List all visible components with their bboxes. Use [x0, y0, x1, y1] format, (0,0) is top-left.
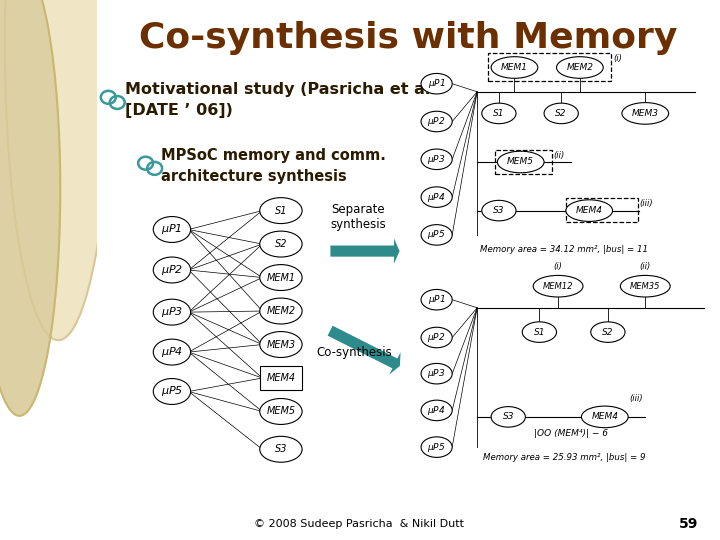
Text: Memory area = 34.12 mm², |bus| = 11: Memory area = 34.12 mm², |bus| = 11 — [480, 245, 648, 254]
Text: (i): (i) — [554, 262, 562, 271]
Ellipse shape — [421, 363, 452, 384]
Text: (ii): (ii) — [554, 151, 565, 160]
Text: Separate
synthesis: Separate synthesis — [330, 202, 387, 231]
Text: Co-synthesis with Memory: Co-synthesis with Memory — [140, 21, 678, 55]
Ellipse shape — [260, 436, 302, 462]
Text: $\mu$P1: $\mu$P1 — [161, 222, 183, 237]
Ellipse shape — [544, 103, 578, 124]
Ellipse shape — [421, 400, 452, 421]
Ellipse shape — [491, 57, 538, 78]
Text: S1: S1 — [274, 206, 287, 215]
Text: S3: S3 — [493, 206, 505, 215]
Text: S1: S1 — [493, 109, 505, 118]
Text: Co-synthesis: Co-synthesis — [316, 346, 392, 359]
Ellipse shape — [621, 275, 670, 297]
Ellipse shape — [260, 198, 302, 224]
Text: MPSoC memory and comm.
architecture synthesis: MPSoC memory and comm. architecture synt… — [161, 148, 386, 184]
Ellipse shape — [566, 200, 613, 221]
Text: $\mu$P2: $\mu$P2 — [161, 263, 183, 277]
Circle shape — [0, 0, 60, 416]
Ellipse shape — [153, 257, 191, 283]
Ellipse shape — [260, 332, 302, 357]
Text: (i): (i) — [613, 54, 622, 63]
Text: Motivational study (Pasricha et al.
[DATE ’ 06]): Motivational study (Pasricha et al. [DAT… — [125, 82, 437, 118]
Text: $\mu$P5: $\mu$P5 — [161, 384, 183, 399]
Text: $\mu$P2: $\mu$P2 — [428, 115, 446, 128]
Ellipse shape — [557, 57, 603, 78]
Text: 59: 59 — [679, 517, 698, 531]
Ellipse shape — [153, 379, 191, 404]
Ellipse shape — [498, 151, 544, 173]
Ellipse shape — [421, 289, 452, 310]
Text: S2: S2 — [602, 328, 613, 336]
Text: $\mu$P3: $\mu$P3 — [428, 367, 446, 380]
Text: S2: S2 — [274, 239, 287, 249]
Text: MEM4: MEM4 — [591, 413, 618, 421]
FancyBboxPatch shape — [260, 366, 302, 390]
Text: S3: S3 — [274, 444, 287, 454]
Text: $\mu$P4: $\mu$P4 — [428, 191, 446, 204]
Ellipse shape — [482, 103, 516, 124]
Ellipse shape — [533, 275, 583, 297]
Ellipse shape — [421, 437, 452, 457]
Text: MEM2: MEM2 — [567, 63, 593, 72]
Text: $\mu$P4: $\mu$P4 — [161, 345, 183, 359]
Text: MEM5: MEM5 — [507, 158, 534, 166]
Text: $\mu$P1: $\mu$P1 — [428, 293, 446, 306]
Text: MEM4: MEM4 — [266, 373, 295, 383]
Text: MEM2: MEM2 — [266, 306, 295, 316]
Text: |OO (MEM⁴)| − 6: |OO (MEM⁴)| − 6 — [534, 429, 608, 438]
Text: $\mu$P3: $\mu$P3 — [428, 153, 446, 166]
Text: S1: S1 — [534, 328, 545, 336]
Text: MEM5: MEM5 — [266, 407, 295, 416]
Ellipse shape — [421, 149, 452, 170]
Ellipse shape — [260, 265, 302, 291]
Text: $\mu$P3: $\mu$P3 — [161, 305, 183, 319]
Text: (iii): (iii) — [639, 199, 653, 208]
Text: $\mu$P5: $\mu$P5 — [428, 441, 446, 454]
Text: MEM3: MEM3 — [631, 109, 659, 118]
Text: (ii): (ii) — [639, 262, 651, 271]
Ellipse shape — [482, 200, 516, 221]
Ellipse shape — [421, 187, 452, 207]
Text: $\mu$P1: $\mu$P1 — [428, 77, 446, 90]
Text: MEM1: MEM1 — [501, 63, 528, 72]
Ellipse shape — [421, 225, 452, 245]
Ellipse shape — [491, 407, 526, 427]
Text: (iii): (iii) — [630, 394, 643, 403]
Ellipse shape — [260, 399, 302, 424]
Text: MEM35: MEM35 — [630, 282, 660, 291]
Text: Memory area = 25.93 mm², |bus| = 9: Memory area = 25.93 mm², |bus| = 9 — [483, 454, 646, 462]
Text: © 2008 Sudeep Pasricha  & Nikil Dutt: © 2008 Sudeep Pasricha & Nikil Dutt — [253, 519, 464, 529]
Circle shape — [5, 0, 112, 340]
Ellipse shape — [421, 73, 452, 94]
Text: $\mu$P4: $\mu$P4 — [428, 404, 446, 417]
Ellipse shape — [522, 322, 557, 342]
Ellipse shape — [153, 217, 191, 242]
Ellipse shape — [260, 298, 302, 324]
Text: MEM4: MEM4 — [576, 206, 603, 215]
Text: $\mu$P5: $\mu$P5 — [428, 228, 446, 241]
Text: S3: S3 — [503, 413, 514, 421]
Ellipse shape — [591, 322, 625, 342]
Text: $\mu$P2: $\mu$P2 — [428, 331, 446, 344]
Ellipse shape — [622, 103, 669, 124]
Ellipse shape — [260, 231, 302, 257]
Ellipse shape — [421, 327, 452, 348]
Ellipse shape — [421, 111, 452, 132]
Ellipse shape — [153, 339, 191, 365]
Text: MEM3: MEM3 — [266, 340, 295, 349]
Text: S2: S2 — [555, 109, 567, 118]
Ellipse shape — [582, 406, 628, 428]
Text: MEM12: MEM12 — [543, 282, 573, 291]
Ellipse shape — [153, 299, 191, 325]
Text: MEM1: MEM1 — [266, 273, 295, 282]
